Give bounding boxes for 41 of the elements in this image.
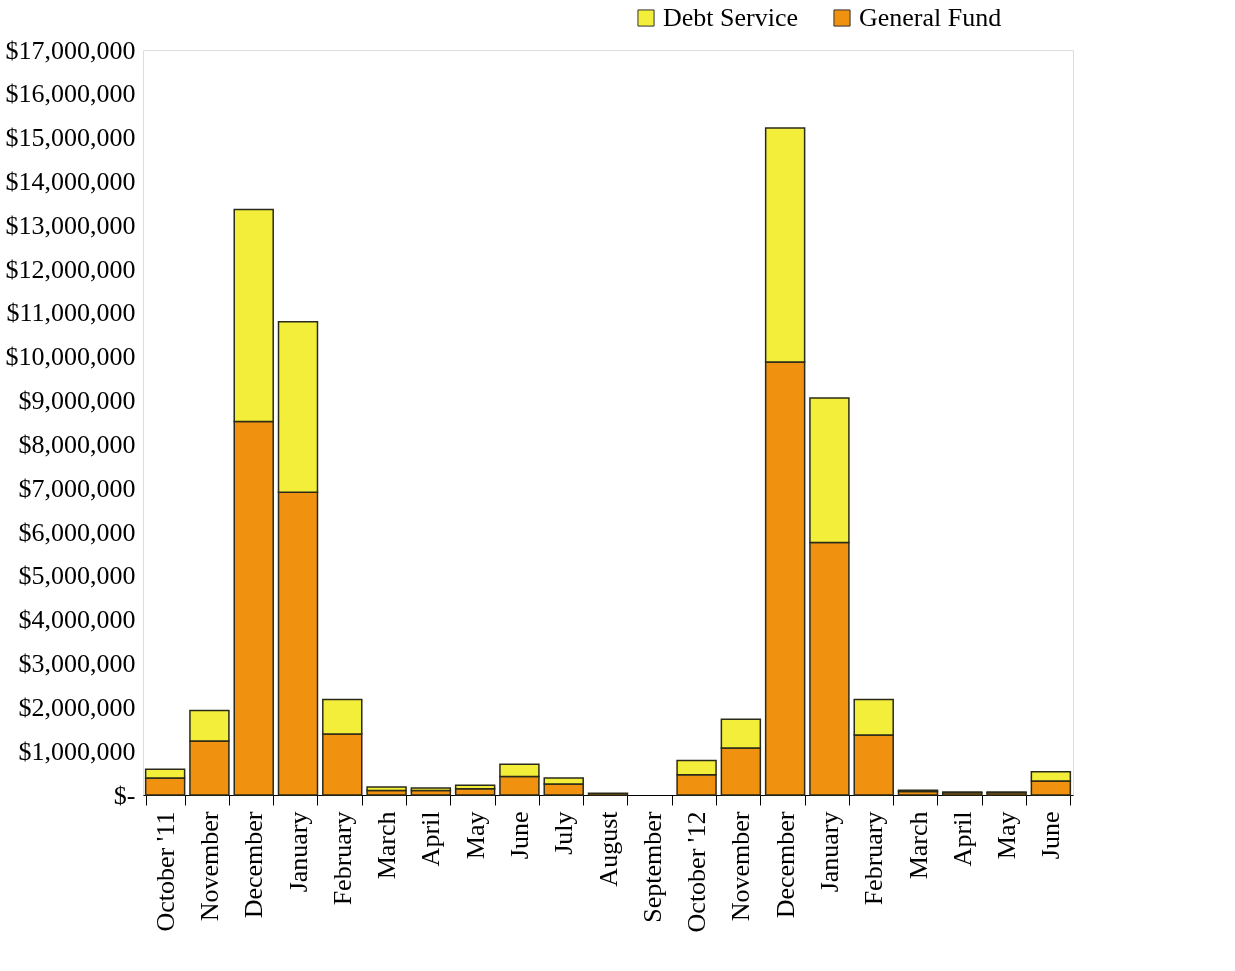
x-tick-label: August — [593, 810, 623, 887]
y-tick-label: $4,000,000 — [18, 605, 136, 635]
y-tick-label: $- — [113, 780, 136, 810]
x-tick-label: December — [770, 811, 800, 919]
x-tick-label: November — [194, 811, 224, 922]
legend-label: Debt Service — [663, 3, 799, 32]
y-tick-label: $14,000,000 — [5, 166, 136, 196]
x-tick-label: April — [947, 811, 977, 867]
x-tick-label: March — [903, 811, 933, 880]
y-tick-label: $16,000,000 — [5, 79, 136, 109]
x-tick-label: May — [460, 811, 490, 860]
x-tick-label: February — [859, 811, 889, 906]
x-tick-label: May — [992, 811, 1022, 860]
y-tick-label: $11,000,000 — [6, 298, 136, 328]
x-tick-label: October '12 — [682, 811, 712, 933]
y-tick-label: $17,000,000 — [5, 35, 136, 65]
y-tick-label: $12,000,000 — [5, 254, 136, 284]
x-tick-label: January — [283, 811, 313, 893]
x-tick-label: January — [814, 811, 844, 893]
y-tick-label: $3,000,000 — [18, 649, 136, 679]
x-tick-label: March — [372, 811, 402, 880]
y-tick-label: $2,000,000 — [18, 692, 136, 722]
x-tick-label: April — [416, 811, 446, 867]
y-tick-label: $1,000,000 — [18, 736, 136, 766]
y-tick-label: $6,000,000 — [18, 517, 136, 547]
y-tick-label: $10,000,000 — [5, 342, 136, 372]
x-tick-label: June — [1036, 811, 1066, 860]
x-tick-label: October '11 — [150, 811, 180, 932]
x-tick-label: September — [637, 811, 667, 923]
y-tick-label: $15,000,000 — [5, 123, 136, 153]
y-tick-label: $7,000,000 — [18, 473, 136, 503]
x-tick-label: November — [726, 811, 756, 922]
x-tick-label: December — [239, 811, 269, 919]
x-tick-label: June — [504, 811, 534, 860]
y-tick-label: $8,000,000 — [18, 429, 136, 459]
x-tick-label: February — [327, 811, 357, 906]
y-tick-label: $9,000,000 — [18, 386, 136, 416]
x-tick-label: July — [549, 811, 579, 855]
y-tick-label: $13,000,000 — [5, 210, 136, 240]
legend-label: General Fund — [859, 3, 1002, 32]
y-tick-label: $5,000,000 — [18, 561, 136, 591]
